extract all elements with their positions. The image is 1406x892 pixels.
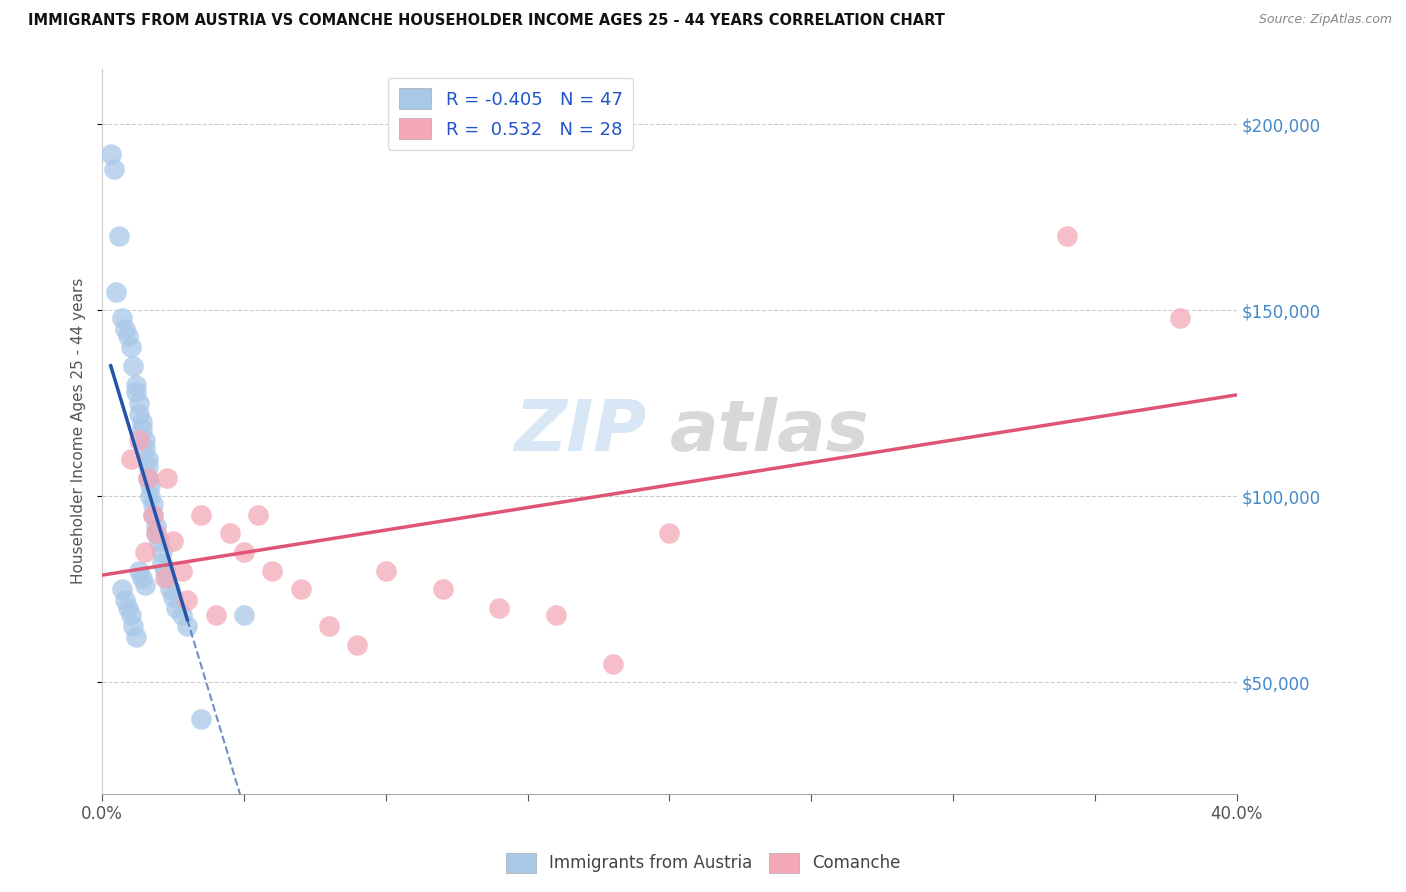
Point [131, 422, 153, 436]
Point [131, 415, 153, 429]
Point [374, 564, 396, 578]
Point [602, 657, 624, 671]
Point [159, 582, 181, 596]
Point [190, 508, 212, 522]
Point [145, 519, 167, 533]
Point [134, 441, 156, 455]
Point [117, 329, 139, 343]
Text: atlas: atlas [669, 397, 869, 466]
Point [432, 582, 454, 596]
Legend: Immigrants from Austria, Comanche: Immigrants from Austria, Comanche [499, 847, 907, 880]
Point [156, 470, 179, 484]
Point [136, 470, 159, 484]
Point [233, 545, 256, 559]
Point [170, 608, 193, 623]
Point [148, 533, 170, 548]
Point [131, 571, 153, 585]
Point [318, 619, 340, 633]
Point [145, 526, 167, 541]
Point [128, 434, 150, 448]
Point [139, 478, 162, 492]
Point [544, 608, 567, 623]
Point [156, 571, 179, 585]
Point [150, 545, 173, 559]
Y-axis label: Householder Income Ages 25 - 44 years: Householder Income Ages 25 - 44 years [72, 278, 86, 584]
Point [190, 712, 212, 726]
Point [122, 619, 145, 633]
Point [105, 285, 128, 299]
Point [134, 434, 156, 448]
Point [128, 564, 150, 578]
Point [488, 600, 510, 615]
Point [233, 608, 256, 623]
Point [153, 571, 176, 585]
Point [162, 533, 184, 548]
Point [120, 608, 142, 623]
Point [247, 508, 270, 522]
Point [162, 590, 184, 604]
Point [1056, 228, 1078, 243]
Text: IMMIGRANTS FROM AUSTRIA VS COMANCHE HOUSEHOLDER INCOME AGES 25 - 44 YEARS CORREL: IMMIGRANTS FROM AUSTRIA VS COMANCHE HOUS… [28, 13, 945, 29]
Point [176, 593, 198, 607]
Point [165, 600, 187, 615]
Point [117, 600, 139, 615]
Point [150, 556, 173, 570]
Point [142, 508, 165, 522]
Point [128, 408, 150, 422]
Point [346, 638, 368, 652]
Point [125, 631, 148, 645]
Point [145, 526, 167, 541]
Point [114, 593, 136, 607]
Point [136, 459, 159, 474]
Text: Source: ZipAtlas.com: Source: ZipAtlas.com [1258, 13, 1392, 27]
Point [120, 452, 142, 467]
Point [142, 497, 165, 511]
Point [134, 545, 156, 559]
Point [218, 526, 240, 541]
Point [122, 359, 145, 373]
Point [111, 582, 134, 596]
Point [136, 452, 159, 467]
Point [134, 578, 156, 592]
Point [139, 489, 162, 503]
Point [111, 310, 134, 325]
Point [1168, 310, 1191, 325]
Point [176, 619, 198, 633]
Point [142, 508, 165, 522]
Text: ZIP: ZIP [515, 397, 647, 466]
Point [262, 564, 284, 578]
Legend: R = -0.405   N = 47, R =  0.532   N = 28: R = -0.405 N = 47, R = 0.532 N = 28 [388, 78, 634, 150]
Point [128, 396, 150, 410]
Point [125, 385, 148, 400]
Point [170, 564, 193, 578]
Point [136, 470, 159, 484]
Point [153, 564, 176, 578]
Point [658, 526, 681, 541]
Point [290, 582, 312, 596]
Point [103, 161, 125, 176]
Point [125, 377, 148, 392]
Point [108, 228, 131, 243]
Point [120, 340, 142, 354]
Point [204, 608, 226, 623]
Point [114, 322, 136, 336]
Point [100, 147, 122, 161]
